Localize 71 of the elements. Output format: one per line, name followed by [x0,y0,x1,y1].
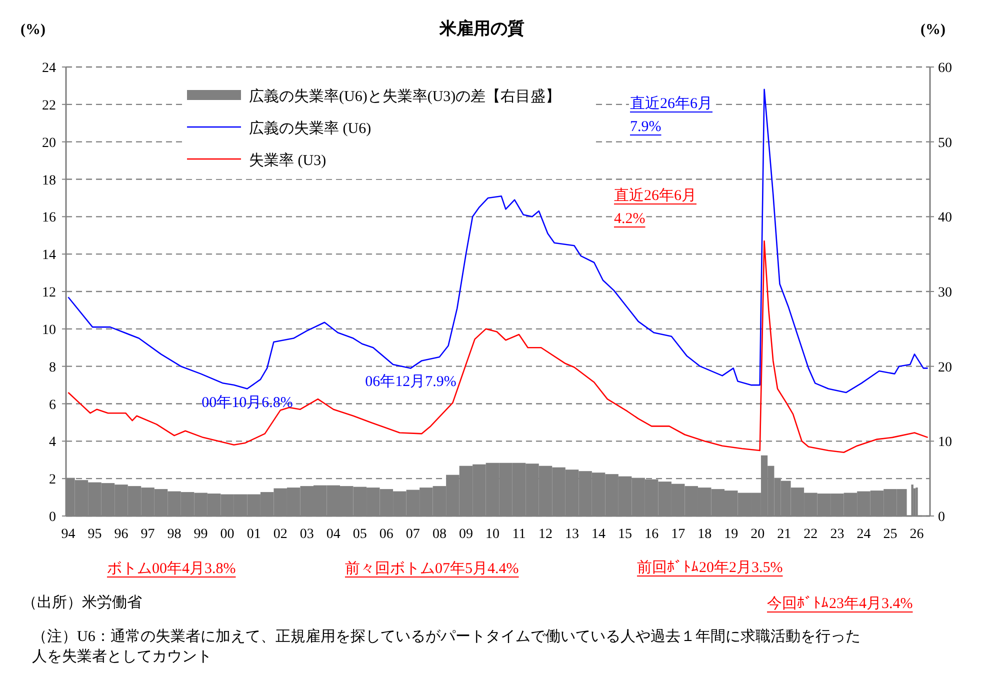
x-tick-label: 07 [406,527,420,542]
x-tick-label: 97 [140,527,155,542]
x-tick-label: 05 [352,527,367,542]
x-tick-label: 00 [220,527,234,542]
x-tick-label: 98 [167,527,182,542]
y2-tick-label: 0 [938,510,945,525]
x-tick-label: 17 [671,527,686,542]
x-tick-label: 08 [432,527,446,542]
legend-label: 失業率 (U3) [249,152,326,169]
y2-axis-title: (%) [920,22,946,38]
chart-title: 米雇用の質 [438,19,524,38]
y-tick-label: 24 [42,61,56,76]
annotation: 00年10月6.8% [202,394,293,411]
y2-tick-label: 20 [938,360,952,376]
x-tick-label: 99 [194,527,208,542]
x-tick-label: 25 [883,527,898,542]
annotation: 前々回ボトム07年5月4.4% [344,561,520,578]
x-tick-label: 15 [618,527,632,542]
annotation: 今回ﾎﾞﾄﾑ23年4月3.4% [766,596,914,612]
annotation: （注）U6：通常の失業者に加えて、正規雇用を探しているがパートタイムで働いている人や過去１年間に求職活動を行った人を失業者としてカウント [32,629,860,665]
x-tick-label: 06 [379,527,394,542]
x-tick-label: 03 [300,527,314,542]
y2-tick-label: 10 [938,435,952,450]
line-series [68,88,928,394]
annotation: 06年12月7.9% [365,374,456,390]
y-tick-label: 2 [49,472,56,488]
x-tick-label: 02 [273,527,288,542]
x-tick-label: 26 [910,527,924,542]
x-tick-label: 09 [458,527,473,542]
y-tick-label: 4 [49,435,56,450]
legend-label: 広義の失業率 (U6) [249,120,372,137]
line-series [68,240,928,454]
x-tick-label: 23 [830,527,844,542]
y2-tick-label: 60 [938,61,952,76]
y2-tick-label: 50 [938,136,952,151]
legend-label: 広義の失業率(U6)と失業率(U3)の差【右目盛】 [249,88,561,105]
annotation: 前回ﾎﾞﾄﾑ20年2月3.5% [636,560,784,576]
y-tick-label: 18 [42,173,56,188]
annotation: 直近26年6月7.9% [629,94,714,139]
y-tick-label: 8 [49,360,56,376]
x-tick-label: 20 [750,527,765,542]
y-tick-label: 6 [49,398,56,413]
x-tick-label: 16 [644,527,659,542]
annotation: （出所）米労働省 [22,595,142,611]
y-tick-label: 12 [42,286,56,300]
y-tick-label: 14 [42,248,56,264]
x-tick-label: 18 [698,527,712,542]
x-tick-label: 14 [592,527,606,542]
y-tick-label: 10 [42,322,56,338]
annotation: ボトム00年4月3.8% [106,561,236,578]
x-tick-label: 21 [777,527,792,542]
x-tick-label: 04 [326,527,340,542]
y2-tick-label: 30 [938,286,952,300]
x-tick-label: 94 [61,527,76,542]
y2-tick-label: 40 [938,210,952,226]
x-tick-label: 13 [565,527,580,542]
y-axis-title: (%) [20,22,46,38]
x-tick-label: 11 [512,527,526,542]
x-tick-label: 22 [804,527,818,542]
y-tick-label: 22 [42,98,56,114]
y-tick-label: 16 [42,210,56,226]
x-tick-label: 10 [485,527,500,542]
x-tick-label: 12 [538,527,553,542]
x-tick-label: 96 [114,527,128,542]
y-tick-label: 0 [49,510,56,525]
x-tick-label: 95 [88,527,102,542]
y-tick-label: 20 [42,136,56,151]
annotation: 直近26年6月4.2% [613,186,698,231]
x-tick-label: 24 [856,527,871,542]
x-tick-label: 19 [724,527,738,542]
x-tick-label: 01 [246,527,261,542]
